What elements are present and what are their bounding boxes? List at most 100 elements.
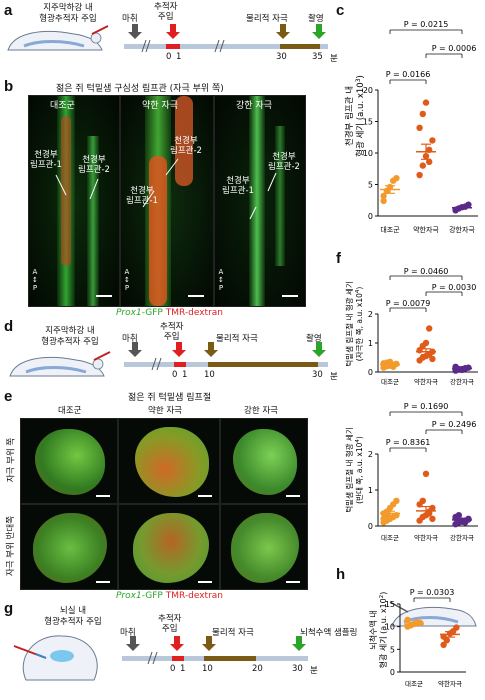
panel-g-tracer: 추적자 주입 [158,614,181,634]
panel-e-caption: Prox1-GFP TMR-dextran [116,591,223,601]
panel-e-row2-label-wrap: 자극 부위 반대쪽 [3,504,17,588]
panel-e-row2-label: 자극 부위 반대쪽 [6,515,16,577]
panel-a-label: a [4,2,13,19]
panel-e-caption-gfp: -GFP [141,591,163,601]
panel-a-anesthesia: 마취 [122,14,138,24]
panel-c-data-point [416,171,423,179]
panel-f2-ylabel-main: (반대 쪽, a.u. x10 [355,442,364,503]
panel-c-label: c [336,2,345,19]
panel-f-ylabel-line2: (자극한 쪽, a.u. x104) [355,287,364,362]
panel-b-weak-vessel1-label: 천경부 림프관-1 [126,186,158,206]
panel-f-series-0 [380,358,400,371]
panel-f-label: f [336,250,341,267]
panel-c-category-label: 강한자극 [449,225,475,234]
panel-c-ytick-label: 0 [368,212,373,221]
panel-c-p3: P = 0.0166 [386,70,431,79]
panel-e-group-strong: 강한 자극 [244,406,278,416]
panel-f-p3: P = 0.0079 [386,299,431,308]
panel-b-control-vessel2-line2: 림프관-2 [78,165,110,175]
panel-f-ytick-label: 0 [368,368,373,377]
panel-c-category-label: 대조군 [380,226,400,234]
panel-c-data-point [419,162,426,169]
panel-e-image-weak-ipsi [118,418,220,504]
panel-c-ylabel-main: 형광 세기 (a.u. x10 [355,82,366,157]
panel-a-injection-line1: 지주막하강 내 [43,3,93,13]
panel-g-tick-1: 1 [180,664,186,674]
panel-c-ylabel-exp: 3 [355,78,362,82]
panel-b-image-strong [214,95,306,307]
panel-b-title: 젊은 쥐 턱밑샘 구심성 림프관 (자극 부위 쪽) [56,84,224,94]
panel-d-injection-line2: 형광추적자 주입 [41,337,99,347]
panel-c-ytick-label: 20 [363,86,373,95]
panel-h-data-point [404,616,411,624]
panel-e-scalebar-4 [96,581,110,583]
panel-a-injection-line2: 형광추적자 주입 [39,14,97,24]
panel-g-tracer-line1: 추적자 [158,614,182,624]
panel-h-ytick-label: 10 [385,623,395,632]
panel-h-ylabel: 뇌척수액 내 형광 세기 (a.u. x102) [368,592,388,669]
panel-a-tick-0: 0 [166,52,172,62]
panel-e-scalebar-6 [286,581,300,583]
panel-b-strong-axis-a: A [218,268,224,276]
panel-h-ylabel-main: 형광 세기 (a.u. x10 [378,598,388,668]
panel-f2-category-label: 약한자극 [414,533,438,542]
panel-h-chart: 뇌척수액 내 형광 세기 (a.u. x102) P = 0.0303 0 5 10… [368,588,466,688]
panel-a-mouse-illustration [7,25,109,51]
panel-f2-p1: P = 0.1690 [404,402,449,411]
panel-c-p2: P = 0.0006 [432,44,477,53]
panel-e-row1-label: 자극 부위 쪽 [6,437,17,483]
panel-f-category-label: 약한자극 [414,377,438,386]
panel-b-strong-vessel1-line2: 림프관-1 [222,186,254,196]
panel-e-scalebar-2 [198,495,212,497]
panel-d-tracer-line2: 주입 [163,332,180,342]
panel-b-control-axis-a: A [32,268,38,276]
panel-d-injection-line1: 지주막하강 내 [45,326,95,336]
panel-a-tracer-line1: 추적자 [154,2,178,12]
panel-b-strong-vessel2-label: 천경부 림프관-2 [268,152,300,172]
panel-f-category-label: 강한자극 [450,377,474,386]
panel-a-tick-1: 1 [176,52,182,62]
panel-f-ylabel-exp: 4 [355,289,361,293]
panel-d-tick-10: 10 [204,370,215,380]
panel-f2-ylabel: 턱밑샘 림프절 내 형광 세기 (반대 쪽, a.u. x104) [344,427,364,512]
panel-f2-ytick-label: 2 [368,450,373,459]
panel-e-title: 젊은 쥐 턱밑샘 림프절 [128,393,212,403]
panel-c-axes: 0 5 10 15 20 대조군 약한자극 강한자극 [363,86,478,234]
panel-b-label: b [4,78,14,95]
panel-c-data-point [429,137,436,144]
panel-e-label: e [4,388,13,405]
panel-c-data-point [380,192,387,200]
panel-c-series-1 [416,99,436,179]
panel-c-ytick-label: 5 [368,181,373,190]
panel-b-weak-vessel1-line2: 림프관-1 [126,196,158,206]
panel-b-strong-vessel1-line1: 천경부 [226,176,250,186]
panel-e-image-control-contra [20,504,118,590]
panel-b-weak-scalebar [188,295,204,297]
panel-f2-category-label: 대조군 [381,534,399,542]
panel-b-annotation-arrows [55,158,277,220]
panel-c-ytick-label: 15 [363,118,373,127]
panel-f2-chart: 턱밑샘 림프절 내 형광 세기 (반대 쪽, a.u. x104) P = 0.… [344,402,478,542]
panel-f-ylabel-end: ) [355,287,364,290]
panel-e-scalebar-3 [286,495,300,497]
panel-e-caption-tmr: TMR-dextran [165,591,223,601]
panel-g-unit: 분 [310,666,318,676]
panel-b-weak-axis: A ↕ P [124,268,130,292]
panel-g-label: g [4,600,14,617]
panel-h-ytick-label: 5 [390,645,395,654]
panel-b-control-vessel2-line1: 천경부 [82,155,106,165]
panel-f-ytick-label: 2 [368,310,373,319]
panel-b-strong-axis-arrow-icon: ↕ [218,276,224,284]
panel-h-data-point [440,641,447,648]
panel-c-ylabel-line2: 형광 세기 (a.u. x103) [355,75,366,157]
panel-f-axes: 0 1 2 대조군 약한자극 강한자극 [368,310,478,386]
panel-b-strong-vessel1-label: 천경부 림프관-1 [222,176,254,196]
panel-f2-significance: P = 0.1690 P = 0.2496 P = 0.8361 [386,402,476,452]
panel-f2-data-point [393,497,400,504]
panel-f2-series-0 [380,497,400,526]
panel-d-imaging: 촬영 [306,334,322,344]
panel-f2-ylabel-line1: 턱밑샘 림프절 내 형광 세기 [344,427,354,512]
panel-c-ytick-label: 10 [363,149,373,158]
panel-b-control-vessel1-line2: 림프관-1 [30,160,62,170]
panel-c-series-2 [452,201,472,214]
